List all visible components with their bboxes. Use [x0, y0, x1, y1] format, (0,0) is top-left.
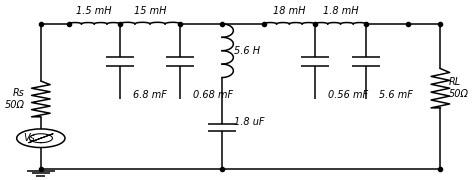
- Text: 1.8 mH: 1.8 mH: [323, 6, 358, 16]
- Text: 18 mH: 18 mH: [273, 6, 306, 16]
- Text: 5.6 H: 5.6 H: [234, 46, 260, 56]
- Text: 0.68 mF: 0.68 mF: [193, 90, 233, 100]
- Text: 0.56 mF: 0.56 mF: [328, 90, 368, 100]
- Text: 5.6 mF: 5.6 mF: [379, 90, 413, 100]
- Text: Rs
50Ω: Rs 50Ω: [5, 88, 25, 110]
- Text: RL
50Ω: RL 50Ω: [449, 77, 469, 99]
- Text: 1.5 mH: 1.5 mH: [76, 6, 112, 16]
- Text: Vs: Vs: [24, 133, 35, 143]
- Text: 6.8 mF: 6.8 mF: [133, 90, 167, 100]
- Text: 1.8 uF: 1.8 uF: [234, 117, 264, 127]
- Text: 15 mH: 15 mH: [134, 6, 166, 16]
